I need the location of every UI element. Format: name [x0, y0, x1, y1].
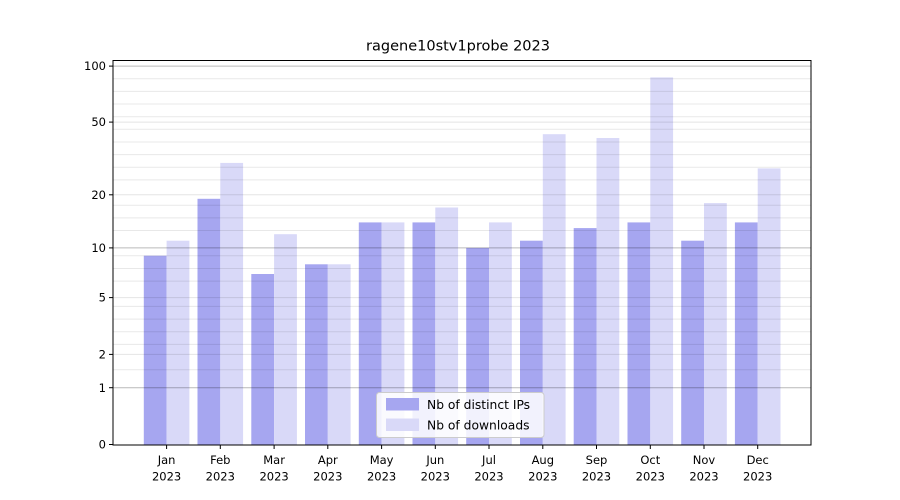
bar-jul-nb-of-downloads [489, 222, 512, 445]
y-tick-label-1: 1 [99, 381, 106, 395]
bar-feb-nb-of-distinct-ips [197, 198, 221, 445]
x-tick-label-sep: Sep [586, 453, 608, 467]
x-tick-label-year: 2023 [367, 470, 396, 484]
x-tick-label-dec: Dec [747, 453, 769, 467]
x-tick-label-year: 2023 [636, 470, 665, 484]
bar-sep-nb-of-downloads [596, 138, 620, 445]
x-tick-label-year: 2023 [259, 470, 288, 484]
x-tick-label-jun: Jun [425, 453, 444, 467]
x-tick-label-year: 2023 [206, 470, 235, 484]
x-tick-label-year: 2023 [152, 470, 181, 484]
x-tick-label-year: 2023 [421, 470, 450, 484]
bar-feb-nb-of-downloads [220, 162, 244, 445]
bar-may-nb-of-distinct-ips [358, 222, 382, 445]
legend: Nb of distinct IPs Nb of downloads [376, 392, 545, 438]
legend-swatch-nb-of-downloads [386, 418, 419, 431]
y-tick-label-10: 10 [91, 241, 106, 255]
bar-may-nb-of-downloads [381, 222, 405, 445]
bar-jun-nb-of-downloads [435, 207, 459, 445]
bar-sep-nb-of-distinct-ips [573, 228, 597, 445]
x-tick-label-feb: Feb [210, 453, 230, 467]
grid-layer [113, 65, 811, 389]
plot-border [112, 60, 812, 446]
x-tick-label-year: 2023 [582, 470, 611, 484]
bar-mar-nb-of-distinct-ips [251, 274, 275, 445]
bar-apr-nb-of-downloads [327, 264, 351, 445]
x-tick-label-oct: Oct [640, 453, 660, 467]
chart-title: ragene10stv1probe 2023 [366, 39, 550, 55]
bar-mar-nb-of-downloads [274, 234, 297, 445]
y-tick-label-20: 20 [91, 188, 106, 202]
legend-label-nb-of-downloads: Nb of downloads [427, 418, 530, 432]
bar-oct-nb-of-downloads [650, 77, 674, 445]
x-tick-label-year: 2023 [528, 470, 557, 484]
x-tick-label-nov: Nov [693, 453, 716, 467]
x-tick-label-aug: Aug [532, 453, 554, 467]
x-tick-label-year: 2023 [474, 470, 503, 484]
bar-oct-nb-of-distinct-ips [627, 222, 651, 445]
legend-label-nb-of-distinct-ips: Nb of distinct IPs [427, 398, 530, 412]
bar-apr-nb-of-distinct-ips [305, 264, 328, 445]
bar-nov-nb-of-downloads [704, 203, 727, 445]
bar-nov-nb-of-distinct-ips [681, 240, 704, 445]
bar-jan-nb-of-downloads [166, 240, 190, 445]
bar-jan-nb-of-distinct-ips [143, 255, 167, 445]
bars-layer [143, 77, 781, 445]
y-tick-label-5: 5 [99, 291, 106, 305]
x-tick-label-year: 2023 [743, 470, 772, 484]
x-tick-label-apr: Apr [318, 453, 338, 467]
x-tick-label-year: 2023 [313, 470, 342, 484]
bar-dec-nb-of-distinct-ips [734, 222, 758, 445]
x-tick-label-jul: Jul [481, 453, 496, 467]
bar-jun-nb-of-distinct-ips [412, 222, 436, 445]
x-tick-label-may: May [370, 453, 394, 467]
legend-swatch-nb-of-distinct-ips [386, 398, 419, 411]
x-tick-label-mar: Mar [263, 453, 285, 467]
bar-aug-nb-of-downloads [542, 134, 566, 445]
y-tick-label-50: 50 [91, 115, 106, 129]
x-tick-label-jan: Jan [157, 453, 176, 467]
axes-layer: 1005020105210Jan2023Feb2023Mar2023Apr202… [84, 59, 812, 484]
bar-dec-nb-of-downloads [757, 168, 781, 445]
y-tick-label-100: 100 [84, 59, 106, 73]
x-tick-label-year: 2023 [689, 470, 718, 484]
y-tick-label-0: 0 [99, 438, 106, 452]
y-tick-label-2: 2 [99, 348, 106, 362]
